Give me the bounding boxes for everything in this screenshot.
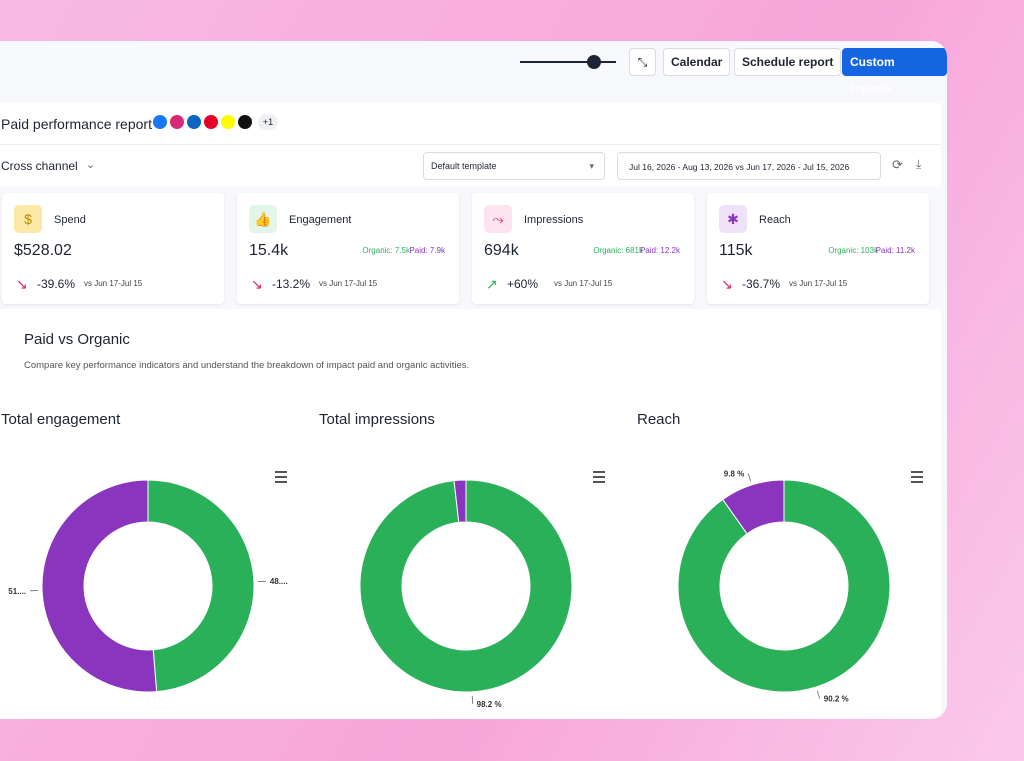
kpi-value: 115k: [719, 242, 753, 259]
kpi-paid: Paid: 7.9k: [409, 246, 445, 255]
kpi-icon: ✱: [719, 205, 747, 233]
leader-line: [747, 473, 752, 482]
donut-slice: [41, 479, 158, 693]
schedule-button[interactable]: Schedule report: [734, 48, 842, 76]
menu-icon: [275, 471, 287, 473]
trend-arrow: ↘: [721, 276, 733, 292]
kpi-paid: Paid: 12.2k: [639, 246, 680, 255]
menu-icon: [275, 481, 287, 483]
slice-label: 51....: [8, 587, 26, 596]
slice-label: 48....: [270, 577, 288, 586]
network-icons: [153, 115, 252, 129]
kpi-label: Engagement: [289, 214, 352, 226]
slice-label: 90.2 %: [824, 694, 849, 703]
more-networks[interactable]: +1: [258, 114, 278, 130]
slice-label: 9.8 %: [724, 470, 744, 479]
donut-slice: [453, 479, 467, 523]
kpi-icon: $: [14, 205, 42, 233]
channel-caret[interactable]: ⌄: [86, 159, 96, 171]
trend-arrow: ↘: [251, 276, 263, 292]
section-title: Paid vs Organic: [24, 331, 130, 348]
kpi-label: Reach: [759, 214, 791, 226]
kpi-compare: vs Jun 17-Jul 15: [789, 279, 848, 288]
menu-icon: [911, 471, 923, 473]
charts: Total engagement 48.... 51.... Total impres…: [1, 411, 923, 709]
kpi-compare: vs Jun 17-Jul 15: [319, 279, 378, 288]
slice-label: 98.2 %: [477, 700, 502, 709]
channel-select[interactable]: Cross channel: [1, 159, 78, 173]
kpi-icon: ⤳: [484, 205, 512, 233]
kpi-value: 694k: [484, 242, 519, 259]
kpi-value: 15.4k: [249, 242, 289, 259]
kpi-card: $ Spend $528.02 ↘ -39.6% vs Jun 17-Jul 15: [2, 193, 224, 304]
kpi-organic: Organic: 7.5k: [362, 246, 410, 255]
expand-button[interactable]: ⤡: [629, 48, 656, 76]
date-range[interactable]: Jul 16, 2026 - Aug 13, 2026 vs Jun 17, 2…: [617, 152, 881, 180]
kpi-card: ⤳ Impressions 694k Organic: 681k Paid: 12.2k…: [472, 193, 694, 304]
download-button[interactable]: ⤓: [916, 157, 922, 171]
kpi-icon: 👍: [249, 205, 277, 233]
zoom-slider[interactable]: [520, 61, 616, 63]
custom-reports-button[interactable]: Custom reports: [842, 48, 947, 95]
donut-slice: [677, 479, 891, 693]
kpi-change: -13.2%: [272, 277, 311, 291]
section-description: Compare key performance indicators and u…: [24, 360, 470, 371]
kpi-value: $528.02: [14, 242, 72, 259]
kpi-card: 👍 Engagement 15.4k Organic: 7.5k Paid: 7.9k ↘…: [237, 193, 459, 304]
chart-title: Reach: [637, 411, 680, 428]
report-panel: ⤡ Calendar Schedule report Custom report…: [0, 41, 947, 719]
kpi-compare: vs Jun 17-Jul 15: [554, 279, 613, 288]
kpi-change: -36.7%: [742, 277, 781, 291]
chart-title: Total engagement: [1, 411, 121, 428]
trend-arrow: ↗: [486, 276, 498, 292]
template-select[interactable]: Default template ▾: [423, 152, 605, 180]
kpi-card: ✱ Reach 115k Organic: 103k Paid: 11.2k ↘ -36.7…: [707, 193, 929, 304]
menu-icon: [593, 476, 605, 478]
chart-title: Total impressions: [319, 411, 435, 428]
report-title: Paid performance report: [1, 116, 152, 132]
kpi-change: -39.6%: [37, 277, 76, 291]
kpi-label: Spend: [54, 214, 86, 226]
kpi-change: +60%: [507, 277, 539, 291]
trend-arrow: ↘: [16, 276, 28, 292]
kpi-organic: Organic: 103k: [828, 246, 878, 255]
donut-slice: [359, 479, 573, 693]
menu-icon: [275, 476, 287, 478]
menu-icon: [593, 481, 605, 483]
kpi-paid: Paid: 11.2k: [875, 246, 915, 255]
kpi-compare: vs Jun 17-Jul 15: [84, 279, 143, 288]
menu-icon: [911, 481, 923, 483]
leader-line: [816, 690, 821, 699]
refresh-button[interactable]: ⟳: [892, 157, 903, 172]
donut-slice: [722, 479, 785, 535]
divider: [0, 144, 941, 145]
menu-icon: [911, 476, 923, 478]
kpi-label: Impressions: [524, 214, 584, 226]
donut-slice: [147, 479, 255, 693]
menu-icon: [593, 471, 605, 473]
slider-knob[interactable]: [587, 55, 601, 69]
kpi-organic: Organic: 681k: [593, 246, 643, 255]
calendar-button[interactable]: Calendar: [663, 48, 731, 76]
template-text: Default template: [431, 161, 497, 171]
